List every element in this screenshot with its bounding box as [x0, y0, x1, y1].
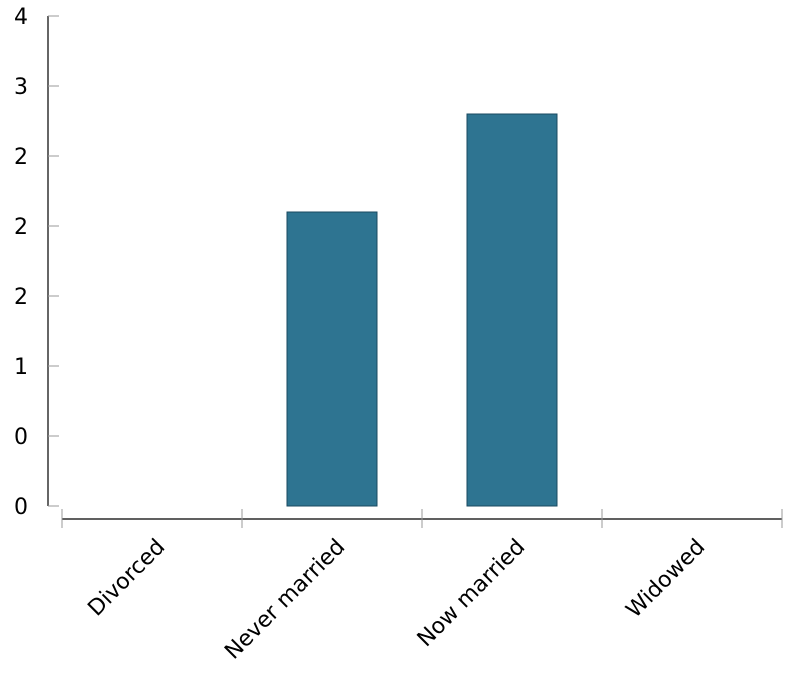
bars — [286, 113, 558, 507]
bar — [466, 113, 558, 507]
y-tick-label: 0 — [14, 495, 28, 520]
bar — [286, 211, 378, 507]
x-ticks: Divorced Never married Now married Widowed — [61, 509, 783, 665]
y-tick-label: 1 — [14, 355, 28, 380]
y-tick-label: 2 — [14, 145, 28, 170]
y-tick-label: 0 — [14, 425, 28, 450]
y-tick-label: 4 — [14, 5, 28, 30]
x-tick-label: Never married — [220, 535, 350, 665]
y-tick-label: 2 — [14, 285, 28, 310]
y-tick-label: 2 — [14, 215, 28, 240]
y-tick-label: 3 — [14, 75, 28, 100]
x-tick-label: Now married — [413, 535, 530, 652]
x-tick-label: Divorced — [83, 535, 170, 622]
x-tick-label: Widowed — [622, 535, 711, 624]
y-ticks: 0 0 1 2 2 2 3 4 — [14, 5, 59, 520]
